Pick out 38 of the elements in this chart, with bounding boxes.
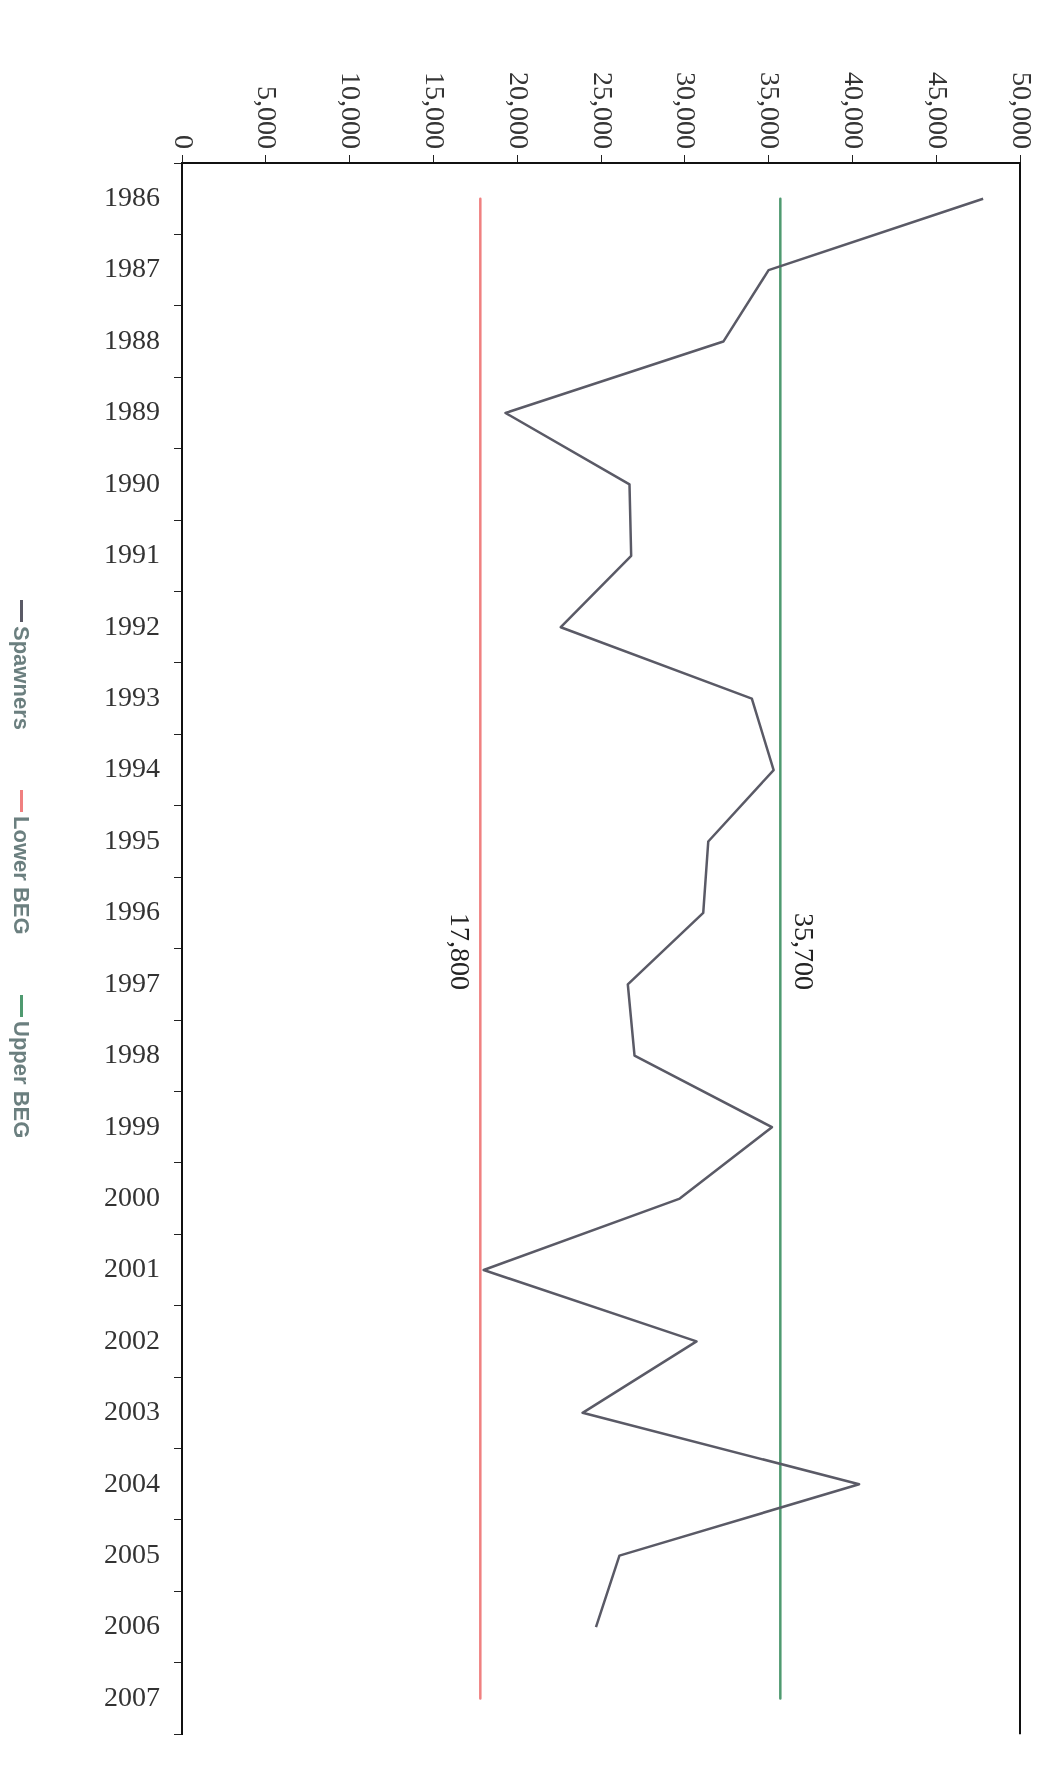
annotation: 17,800 [444, 912, 476, 990]
y-tick-label: 2006 [104, 1609, 160, 1641]
y-tick-label: 1992 [104, 609, 160, 641]
x-tick-label: 20,000 [503, 72, 535, 149]
x-tick-label: 15,000 [420, 72, 452, 149]
y-tick-label: 1995 [104, 823, 160, 855]
x-tick-label: 45,000 [922, 72, 954, 149]
x-tick-label: 10,000 [336, 72, 368, 149]
y-tick-label: 2007 [104, 1680, 160, 1712]
y-tick-label: 1999 [104, 1109, 160, 1141]
y-tick-label: 1997 [104, 966, 160, 998]
y-tick-label: 1990 [104, 466, 160, 498]
x-tick-label: 5,000 [252, 86, 284, 149]
legend-label: Spawners [8, 626, 34, 730]
y-tick-label: 1994 [104, 752, 160, 784]
y-tick-label: 2001 [104, 1252, 160, 1284]
x-tick-label: 30,000 [671, 72, 703, 149]
y-tick-label: 1991 [104, 538, 160, 570]
legend-label: Upper BEG [8, 1020, 34, 1138]
y-tick-label: 1986 [104, 181, 160, 213]
x-tick-label: 0 [168, 135, 200, 149]
y-tick-label: 1989 [104, 395, 160, 427]
annotation: 35,700 [788, 912, 820, 990]
x-tick-label: 50,000 [1006, 72, 1038, 149]
y-tick-label: 1993 [104, 681, 160, 712]
x-tick-label: 25,000 [587, 72, 619, 149]
y-tick-label: 1988 [104, 323, 160, 355]
y-tick-label: 1996 [104, 895, 160, 927]
y-tick-label: 2005 [104, 1538, 160, 1570]
y-tick-label: 2002 [104, 1323, 160, 1355]
x-tick-label: 35,000 [755, 72, 787, 149]
y-tick-label: 2000 [104, 1180, 160, 1212]
y-tick-label: 1998 [104, 1038, 160, 1070]
y-tick-label: 2004 [104, 1466, 160, 1498]
legend-label: Lower BEG [8, 815, 34, 935]
x-tick-label: 40,000 [839, 72, 871, 149]
y-tick-label: 2003 [104, 1395, 160, 1427]
y-tick-label: 1987 [104, 252, 160, 284]
